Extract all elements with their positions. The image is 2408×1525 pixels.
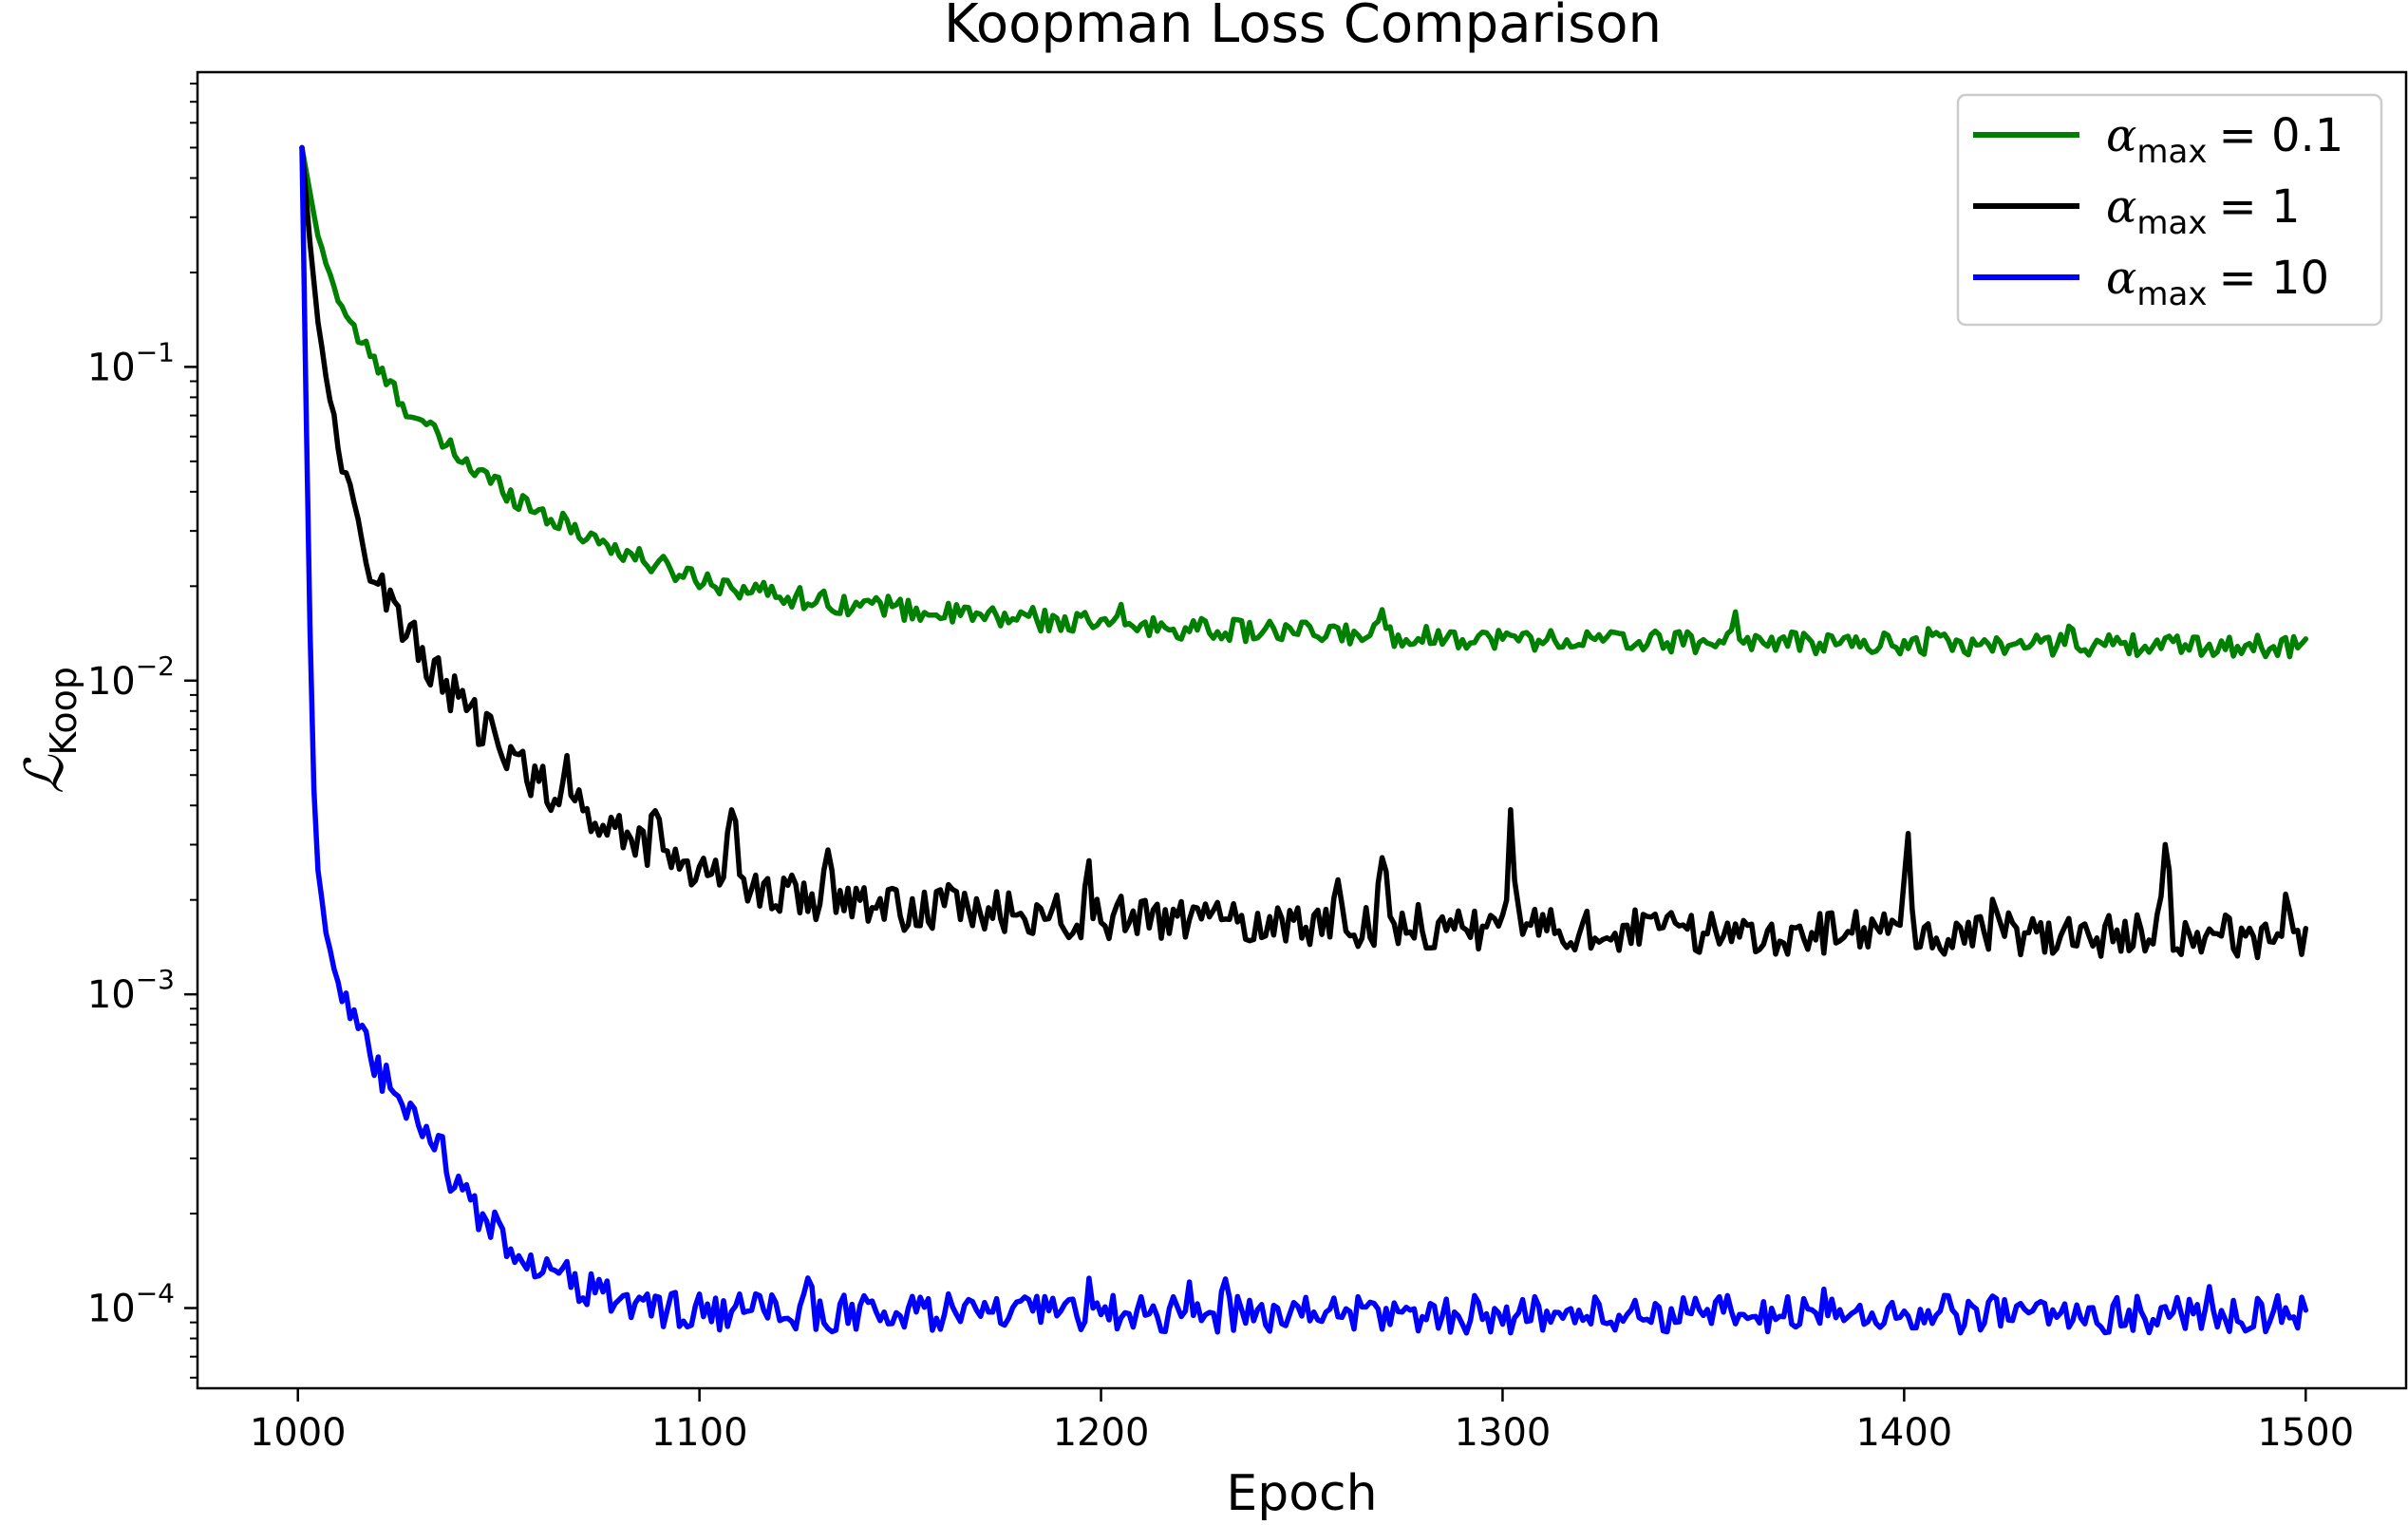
series-line-1	[299, 144, 2309, 660]
plot-frame	[196, 70, 2408, 1390]
legend-box	[1956, 93, 2383, 327]
y-tick-label: 10−3	[87, 964, 175, 1017]
series-line-2	[299, 144, 2309, 961]
y-tick-label: 10−1	[87, 336, 175, 389]
x-tick-label: 1300	[1455, 1411, 1552, 1455]
x-tick-label: 1200	[1053, 1411, 1150, 1455]
y-axis-label-symbol: ℒ	[14, 754, 76, 794]
legend-label-3: αmax = 10	[2106, 252, 2329, 313]
legend-label-2: αmax = 1	[2106, 180, 2301, 242]
x-axis: 1000 1100 1200 1300 1400 1500	[250, 1388, 2354, 1455]
y-axis: 10−1 10−2 10−3 10−4	[87, 83, 198, 1379]
svg-text:ℒKoop: ℒKoop	[14, 667, 85, 794]
x-tick-label: 1500	[2257, 1411, 2354, 1455]
legend: αmax = 0.1 αmax = 1 αmax = 10	[1956, 93, 2383, 327]
y-tick-label: 10−2	[87, 650, 175, 704]
x-tick-label: 1100	[651, 1411, 748, 1455]
y-tick-label: 10−4	[87, 1278, 175, 1331]
x-tick-label: 1000	[250, 1411, 347, 1455]
chart-title: Koopman Loss Comparison	[944, 0, 1662, 55]
y-axis-label: ℒKoop	[14, 667, 85, 794]
x-tick-label: 1400	[1855, 1411, 1952, 1455]
series-layer	[299, 144, 2309, 1336]
series-line-3	[299, 144, 2309, 1336]
legend-label-1: αmax = 0.1	[2106, 109, 2343, 171]
x-axis-label: Epoch	[1226, 1465, 1377, 1522]
y-axis-label-subscript: Koop	[43, 667, 85, 756]
